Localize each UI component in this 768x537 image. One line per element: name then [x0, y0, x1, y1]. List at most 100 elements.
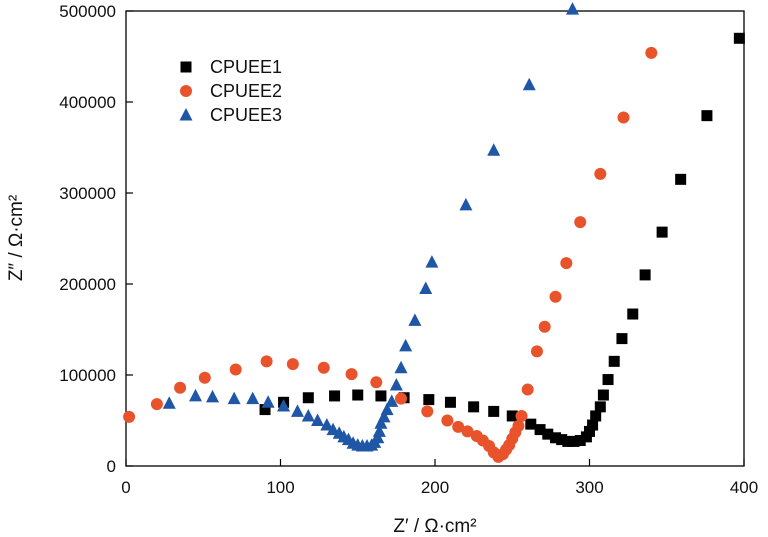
- data-point: [229, 363, 242, 376]
- x-tick-label: 200: [421, 478, 449, 497]
- data-point: [385, 394, 399, 407]
- data-point: [301, 408, 315, 422]
- series-cpuee1: [259, 32, 745, 447]
- data-point: [675, 173, 687, 185]
- data-point: [320, 418, 334, 431]
- data-point: [375, 390, 387, 402]
- y-tick-label: 0: [107, 457, 116, 476]
- data-point: [370, 376, 383, 389]
- x-tick-label: 400: [730, 478, 758, 497]
- x-tick-label: 100: [266, 478, 294, 497]
- x-axis-title: Z′ / Ω·cm²: [393, 516, 476, 537]
- data-points: [123, 2, 745, 463]
- data-point: [374, 416, 388, 429]
- data-point: [627, 308, 639, 320]
- data-point: [525, 418, 537, 430]
- legend-label-cpuee2: CPUEE2: [210, 81, 282, 101]
- data-point: [399, 338, 413, 352]
- data-point: [162, 396, 176, 409]
- data-point: [302, 392, 314, 404]
- data-point: [556, 434, 568, 446]
- data-point: [562, 435, 574, 447]
- x-axis: 0 100 200 300 400: [121, 459, 758, 497]
- data-point: [425, 255, 439, 268]
- data-point: [189, 388, 203, 402]
- data-point: [286, 358, 299, 371]
- data-point: [419, 281, 433, 295]
- y-axis-title: Z″ / Ω·cm²: [6, 195, 27, 281]
- data-point: [616, 333, 628, 345]
- x-tick-label: 300: [575, 478, 603, 497]
- data-point: [246, 391, 260, 405]
- y-tick-label: 100000: [59, 366, 116, 385]
- data-point: [372, 424, 386, 437]
- series-cpuee3: [162, 2, 580, 452]
- data-point: [521, 383, 534, 396]
- legend-label-cpuee1: CPUEE1: [210, 57, 282, 77]
- data-point: [206, 389, 220, 403]
- data-point: [594, 167, 607, 180]
- data-point: [538, 320, 551, 333]
- data-point: [444, 396, 456, 408]
- legend-marker-cpuee3: [179, 108, 193, 121]
- data-point: [568, 435, 580, 447]
- data-point: [566, 2, 580, 15]
- data-point: [389, 378, 403, 391]
- data-point: [423, 394, 435, 406]
- data-point: [602, 374, 614, 386]
- legend-marker-cpuee1: [180, 61, 192, 73]
- data-point: [597, 389, 609, 401]
- data-point: [733, 32, 745, 44]
- y-axis: 0 100000 200000 300000 400000 500000: [59, 2, 133, 476]
- data-point: [506, 410, 518, 422]
- data-point: [530, 345, 543, 358]
- data-point: [345, 368, 358, 381]
- data-point: [608, 355, 620, 367]
- data-point: [550, 432, 562, 444]
- y-tick-label: 200000: [59, 275, 116, 294]
- data-point: [534, 424, 546, 436]
- data-point: [394, 360, 408, 374]
- data-point: [542, 428, 554, 440]
- data-point: [515, 409, 528, 422]
- data-point: [311, 413, 325, 426]
- data-point: [421, 405, 434, 418]
- series-cpuee2: [123, 46, 658, 463]
- data-point: [259, 404, 271, 416]
- y-tick-label: 300000: [59, 184, 116, 203]
- data-point: [701, 110, 713, 122]
- plot-frame: [125, 10, 745, 467]
- data-point: [290, 404, 304, 417]
- data-point: [174, 381, 187, 394]
- data-point: [452, 420, 465, 433]
- data-point: [441, 414, 454, 427]
- data-point: [380, 402, 394, 416]
- legend-label-cpuee3: CPUEE3: [210, 105, 282, 125]
- data-point: [488, 405, 500, 417]
- data-point: [656, 226, 668, 238]
- data-point: [408, 313, 422, 326]
- data-point: [459, 197, 473, 211]
- data-point: [617, 111, 630, 124]
- data-point: [371, 430, 385, 444]
- data-point: [549, 290, 562, 303]
- data-point: [584, 425, 595, 437]
- data-point: [198, 371, 211, 384]
- data-point: [639, 269, 651, 281]
- data-point: [590, 410, 602, 422]
- legend: CPUEE1 CPUEE2 CPUEE3: [179, 57, 282, 125]
- data-point: [645, 46, 658, 59]
- data-point: [522, 77, 536, 91]
- data-point: [461, 425, 474, 438]
- data-point: [277, 398, 291, 412]
- data-point: [468, 401, 480, 413]
- x-tick-label: 0: [121, 478, 130, 497]
- data-point: [123, 410, 136, 423]
- data-point: [594, 401, 606, 413]
- data-point: [227, 391, 241, 405]
- data-point: [261, 395, 275, 408]
- y-tick-label: 500000: [59, 2, 116, 21]
- data-point: [560, 257, 573, 270]
- data-point: [574, 216, 587, 229]
